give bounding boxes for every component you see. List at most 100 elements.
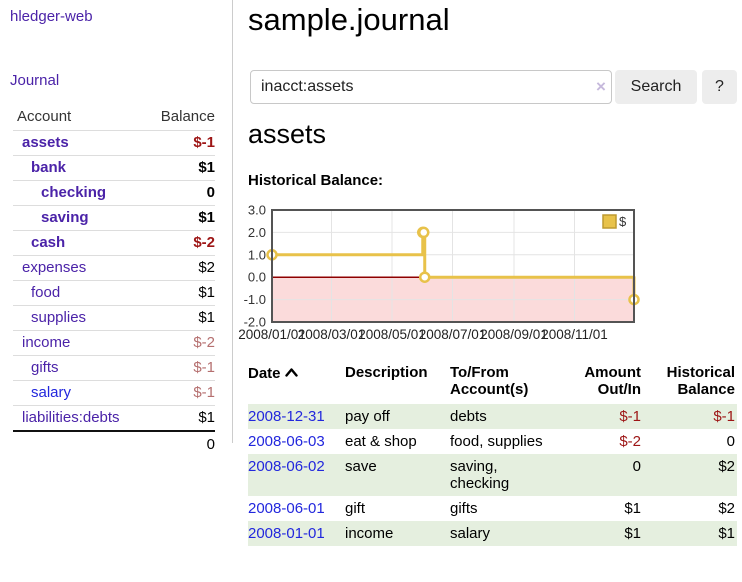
historical-balance-chart: $3.0 2.0 1.0 0.0 -1.0 -2.0 2008/01/01 2008/03/0… xyxy=(232,203,712,349)
accounts-table: Account Balance assets $-1 bank $1 check… xyxy=(13,104,215,457)
register-row: 2008-06-01 gift gifts $1 $2 xyxy=(248,496,737,521)
accounts-header-row: Account Balance xyxy=(13,104,215,131)
account-balance: $-2 xyxy=(143,330,215,356)
txn-accounts: food, supplies xyxy=(450,433,543,450)
txn-balance: 0 xyxy=(726,433,735,450)
chart-canvas: $3.0 2.0 1.0 0.0 -1.0 -2.02008/01/012008/03/0… xyxy=(238,203,640,342)
txn-date-link[interactable]: 2008-06-02 xyxy=(248,458,325,475)
account-row: bank $1 xyxy=(13,155,215,181)
svg-text:2008/09/01: 2008/09/01 xyxy=(480,327,548,342)
app-brand-link[interactable]: hledger-web xyxy=(10,8,93,25)
account-balance: $1 xyxy=(143,405,215,431)
txn-date-link[interactable]: 2008-12-31 xyxy=(248,408,325,425)
account-balance: $-1 xyxy=(143,380,215,406)
account-row: checking 0 xyxy=(13,180,215,206)
txn-balance: $2 xyxy=(718,458,735,475)
txn-amount: $-1 xyxy=(619,408,641,425)
svg-text:$: $ xyxy=(619,214,627,229)
date-header-label: Date xyxy=(248,365,281,382)
account-row: liabilities:debts $1 xyxy=(13,405,215,431)
account-balance: $1 xyxy=(143,280,215,306)
account-row: expenses $2 xyxy=(13,255,215,281)
account-link-income[interactable]: income xyxy=(22,334,71,351)
register-row: 2008-06-03 eat & shop food, supplies $-2… xyxy=(248,429,737,454)
txn-amount: 0 xyxy=(632,458,641,475)
txn-accounts: gifts xyxy=(450,500,478,517)
account-row: supplies $1 xyxy=(13,305,215,331)
account-link-expenses[interactable]: expenses xyxy=(22,259,87,276)
register-row: 2008-06-02 save saving, checking 0 $2 xyxy=(248,454,737,496)
account-row: salary $-1 xyxy=(13,380,215,406)
account-row: gifts $-1 xyxy=(13,355,215,381)
txn-date-link[interactable]: 2008-01-01 xyxy=(248,525,325,542)
txn-date-link[interactable]: 2008-06-03 xyxy=(248,433,325,450)
accounts-header-account: Account xyxy=(17,108,72,125)
account-balance: $-2 xyxy=(143,230,215,256)
txn-accounts: salary xyxy=(450,525,491,542)
account-link-saving[interactable]: saving xyxy=(41,209,89,226)
account-link-cash[interactable]: cash xyxy=(31,234,66,251)
txn-accounts: saving, checking xyxy=(450,458,510,492)
register-header-row: Date Description To/From Account(s) Amou… xyxy=(248,360,737,404)
clear-search-icon[interactable]: × xyxy=(596,77,606,96)
help-button[interactable]: ? xyxy=(702,70,737,104)
register-table: Date Description To/From Account(s) Amou… xyxy=(248,360,737,546)
txn-description: pay off xyxy=(345,408,390,425)
svg-text:-1.0: -1.0 xyxy=(244,292,266,307)
txn-description: income xyxy=(345,525,394,542)
txn-description: eat & shop xyxy=(345,433,417,450)
svg-text:3.0: 3.0 xyxy=(248,203,266,218)
account-row: cash $-2 xyxy=(13,230,215,256)
sidebar: hledger-web Journal Account Balance asse… xyxy=(0,0,233,457)
svg-text:2008/03/01: 2008/03/01 xyxy=(298,327,366,342)
account-link-salary[interactable]: salary xyxy=(31,384,72,401)
main-content: sample.journal × Search ? assets Histori… xyxy=(238,0,742,582)
txn-date-link[interactable]: 2008-06-01 xyxy=(248,500,325,517)
svg-text:1.0: 1.0 xyxy=(248,247,266,262)
txn-balance: $2 xyxy=(718,500,735,517)
account-row: food $1 xyxy=(13,280,215,306)
account-balance: $-1 xyxy=(143,130,215,156)
svg-text:2008/05/01: 2008/05/01 xyxy=(358,327,426,342)
sort-ascending-icon xyxy=(284,364,298,381)
account-link-assets[interactable]: assets xyxy=(22,134,69,151)
svg-text:2008/11/01: 2008/11/01 xyxy=(541,327,608,342)
accounts-total-value: 0 xyxy=(143,430,215,457)
svg-text:-2.0: -2.0 xyxy=(244,315,266,330)
txn-amount: $1 xyxy=(624,500,641,517)
account-row: income $-2 xyxy=(13,330,215,356)
register-header-amount: Amount Out/In xyxy=(584,364,641,398)
chart-title: Historical Balance: xyxy=(248,172,384,189)
txn-balance: $1 xyxy=(718,525,735,542)
sidebar-item-journal[interactable]: Journal xyxy=(10,72,60,89)
account-link-liabilities-debts[interactable]: liabilities:debts xyxy=(22,409,120,426)
register-row: 2008-01-01 income salary $1 $1 xyxy=(248,521,737,546)
register-header-description: Description xyxy=(345,364,428,381)
register-header-accounts: To/From Account(s) xyxy=(450,364,529,398)
account-link-bank[interactable]: bank xyxy=(31,159,67,176)
account-balance: $1 xyxy=(143,155,215,181)
accounts-header-balance: Balance xyxy=(160,108,215,125)
account-link-gifts[interactable]: gifts xyxy=(31,359,59,376)
svg-text:2008/01/01: 2008/01/01 xyxy=(238,327,306,342)
svg-text:2008/07/01: 2008/07/01 xyxy=(419,327,487,342)
register-header-balance: Historical Balance xyxy=(666,364,735,398)
account-link-checking[interactable]: checking xyxy=(41,184,107,201)
search-form: × Search ? xyxy=(248,70,738,104)
account-row: saving $1 xyxy=(13,205,215,231)
account-link-supplies[interactable]: supplies xyxy=(31,309,87,326)
search-button[interactable]: Search xyxy=(615,70,697,104)
register-row: 2008-12-31 pay off debts $-1 $-1 xyxy=(248,404,737,429)
account-balance: $2 xyxy=(143,255,215,281)
register-header-date[interactable]: Date xyxy=(248,360,345,404)
page-title: sample.journal xyxy=(248,2,450,37)
account-balance: $1 xyxy=(143,205,215,231)
accounts-total-row: 0 xyxy=(13,430,215,457)
account-link-food[interactable]: food xyxy=(31,284,61,301)
svg-text:2.0: 2.0 xyxy=(248,225,266,240)
txn-accounts: debts xyxy=(450,408,487,425)
account-balance: $1 xyxy=(143,305,215,331)
txn-amount: $-2 xyxy=(619,433,641,450)
search-input[interactable] xyxy=(250,70,612,104)
txn-amount: $1 xyxy=(624,525,641,542)
